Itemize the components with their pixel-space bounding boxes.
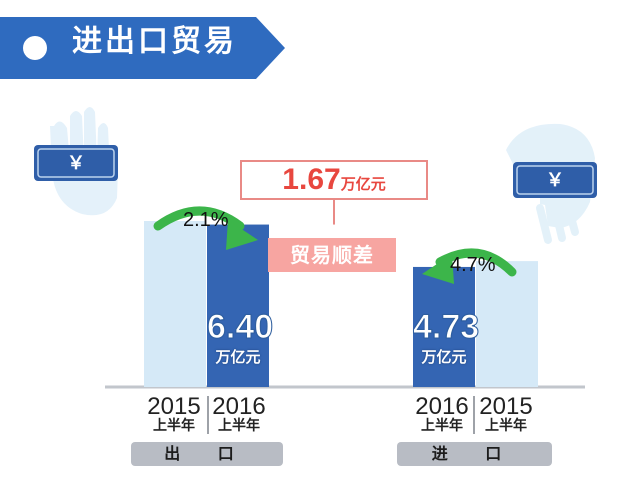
import-2016-value: 4.73: [413, 308, 480, 346]
banner-bullet-icon: [23, 36, 47, 60]
yuan-symbol-left: ￥: [67, 153, 85, 173]
bar-export-2016: [207, 224, 269, 387]
export-year-2015: 2015: [147, 393, 201, 420]
import-group-label: 进 口: [397, 442, 552, 466]
import-year-2016: 2016: [415, 393, 469, 420]
export-group-label: 出 口: [131, 442, 283, 466]
export-decline-arrow-icon: [153, 206, 258, 250]
yuan-symbol-right: ￥: [546, 170, 564, 190]
title-banner: [0, 17, 285, 79]
yuan-note-left-icon: [34, 145, 118, 181]
export-period-2016: 上半年: [218, 418, 260, 434]
page-title: 进出口贸易: [72, 24, 237, 59]
export-2016-unit: 万亿元: [215, 348, 261, 366]
surplus-value: 1.67: [282, 163, 341, 196]
export-period-2015: 上半年: [153, 418, 195, 434]
surplus-label: 贸易顺差: [268, 238, 396, 272]
import-year-2015: 2015: [479, 393, 533, 420]
import-period-2016: 上半年: [421, 418, 463, 434]
surplus-unit: 万亿元: [340, 175, 386, 193]
import-decline-arrow-icon: [422, 248, 517, 284]
import-period-2015: 上半年: [485, 418, 527, 434]
yuan-note-right-icon: [513, 162, 597, 198]
export-2016-value: 6.40: [207, 308, 274, 346]
surplus-value-box: 1.67万亿元: [240, 160, 428, 200]
import-change-label: 4.7%: [450, 254, 496, 276]
bar-import-2016: [413, 266, 475, 387]
bar-export-2015: [144, 221, 206, 387]
import-2016-unit: 万亿元: [421, 348, 467, 366]
bar-import-2015: [476, 261, 538, 387]
export-change-label: 2.1%: [183, 209, 229, 231]
export-year-2016: 2016: [212, 393, 266, 420]
